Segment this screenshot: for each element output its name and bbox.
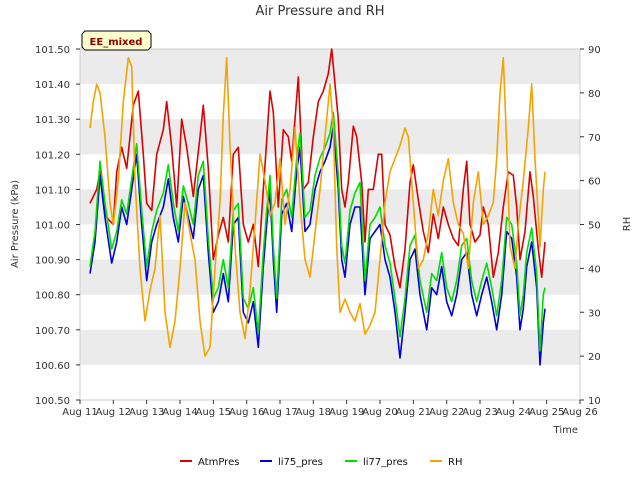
y2-tick-label: 10 <box>588 396 601 407</box>
y-tick-label: 100.90 <box>35 256 70 267</box>
x-tick-label: Aug 23 <box>462 407 497 418</box>
y-tick-label: 101.20 <box>35 150 70 161</box>
y2-tick-label: 80 <box>588 89 601 100</box>
series-lines <box>89 48 546 366</box>
x-tick-label: Aug 22 <box>429 407 464 418</box>
x-tick-label: Aug 18 <box>296 407 331 418</box>
badge: EE_mixed <box>81 30 152 51</box>
y2-tick-label: 30 <box>588 308 601 319</box>
series-line-li75-pres <box>89 125 546 366</box>
y-tick-label: 100.70 <box>35 326 70 337</box>
series-line-atmpres <box>89 48 546 289</box>
y-tick-label: 100.80 <box>35 291 70 302</box>
y-tick-label: 101.50 <box>35 45 70 56</box>
x-axis-title: Time <box>553 425 578 436</box>
y2-tick-label: 90 <box>588 45 601 56</box>
y2-tick-label: 60 <box>588 177 601 188</box>
x-tick-label: Aug 21 <box>396 407 431 418</box>
y2-axis-title: RH <box>622 217 633 231</box>
legend: AtmPres li75_pres li77_pres RH <box>180 457 462 468</box>
y2-tick-label: 40 <box>588 264 601 275</box>
grid-band <box>80 329 580 365</box>
x-tick-label: Aug 17 <box>262 407 297 418</box>
x-tick-label: Aug 12 <box>96 407 131 418</box>
x-tick-label: Aug 13 <box>129 407 164 418</box>
x-tick-label: Aug 26 <box>562 407 597 418</box>
y-tick-label: 100.50 <box>35 396 70 407</box>
badge-label: EE_mixed <box>90 37 143 48</box>
y-tick-label: 101.30 <box>35 115 70 126</box>
x-tick-label: Aug 16 <box>229 407 264 418</box>
y-tick-label: 101.10 <box>35 185 70 196</box>
y2-tick-label: 50 <box>588 221 601 232</box>
y2-tick-label: 70 <box>588 133 601 144</box>
legend-label: li75_pres <box>278 457 323 468</box>
y-axis-ticks: 100.50 100.60 100.70 100.80 100.90 101.00 101.… <box>35 45 80 407</box>
y-tick-label: 100.60 <box>35 361 70 372</box>
y2-axis-ticks: 10 20 30 40 50 60 70 80 90 <box>580 45 601 407</box>
legend-label: RH <box>448 457 462 468</box>
x-tick-label: Aug 24 <box>496 407 531 418</box>
x-tick-label: Aug 19 <box>329 407 364 418</box>
x-tick-label: Aug 11 <box>62 407 97 418</box>
x-tick-label: Aug 14 <box>162 407 197 418</box>
x-tick-label: Aug 15 <box>196 407 231 418</box>
x-tick-label: Aug 20 <box>362 407 397 418</box>
legend-label: AtmPres <box>198 457 239 468</box>
y-tick-label: 101.40 <box>35 80 70 91</box>
legend-label: li77_pres <box>363 457 408 468</box>
chart-title: Air Pressure and RH <box>255 4 384 19</box>
series-line-rh <box>89 56 546 357</box>
series-line-li77-pres <box>89 111 546 352</box>
x-tick-label: Aug 25 <box>529 407 564 418</box>
y2-tick-label: 20 <box>588 352 601 363</box>
y-tick-label: 101.00 <box>35 221 70 232</box>
y-axis-title: Air Pressure (kPa) <box>10 180 21 268</box>
